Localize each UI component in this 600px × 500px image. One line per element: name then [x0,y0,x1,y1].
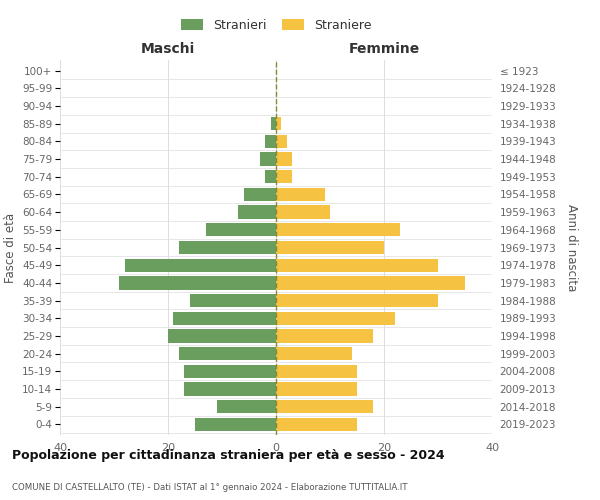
Bar [206,223,276,236]
Bar [168,330,276,342]
Bar [195,418,276,431]
Bar [125,258,276,272]
Bar [119,276,276,289]
Bar [173,312,276,325]
Bar [276,364,357,378]
Bar [276,382,357,396]
Text: Femmine: Femmine [349,42,419,56]
Bar [276,418,357,431]
Text: Maschi: Maschi [141,42,195,56]
Text: COMUNE DI CASTELLALTO (TE) - Dati ISTAT al 1° gennaio 2024 - Elaborazione TUTTIT: COMUNE DI CASTELLALTO (TE) - Dati ISTAT … [12,484,407,492]
Bar [276,223,400,236]
Bar [276,117,281,130]
Bar [276,170,292,183]
Bar [276,312,395,325]
Bar [271,117,276,130]
Bar [276,188,325,201]
Bar [265,134,276,148]
Bar [244,188,276,201]
Bar [179,347,276,360]
Legend: Stranieri, Straniere: Stranieri, Straniere [176,14,377,37]
Bar [276,276,465,289]
Bar [276,400,373,413]
Bar [276,294,438,307]
Bar [276,330,373,342]
Bar [276,134,287,148]
Bar [276,241,384,254]
Bar [276,258,438,272]
Bar [179,241,276,254]
Y-axis label: Anni di nascita: Anni di nascita [565,204,578,291]
Bar [276,152,292,166]
Bar [217,400,276,413]
Text: Popolazione per cittadinanza straniera per età e sesso - 2024: Popolazione per cittadinanza straniera p… [12,450,445,462]
Bar [190,294,276,307]
Bar [276,206,330,219]
Bar [238,206,276,219]
Bar [276,347,352,360]
Bar [184,364,276,378]
Bar [265,170,276,183]
Bar [184,382,276,396]
Y-axis label: Fasce di età: Fasce di età [4,212,17,282]
Bar [260,152,276,166]
